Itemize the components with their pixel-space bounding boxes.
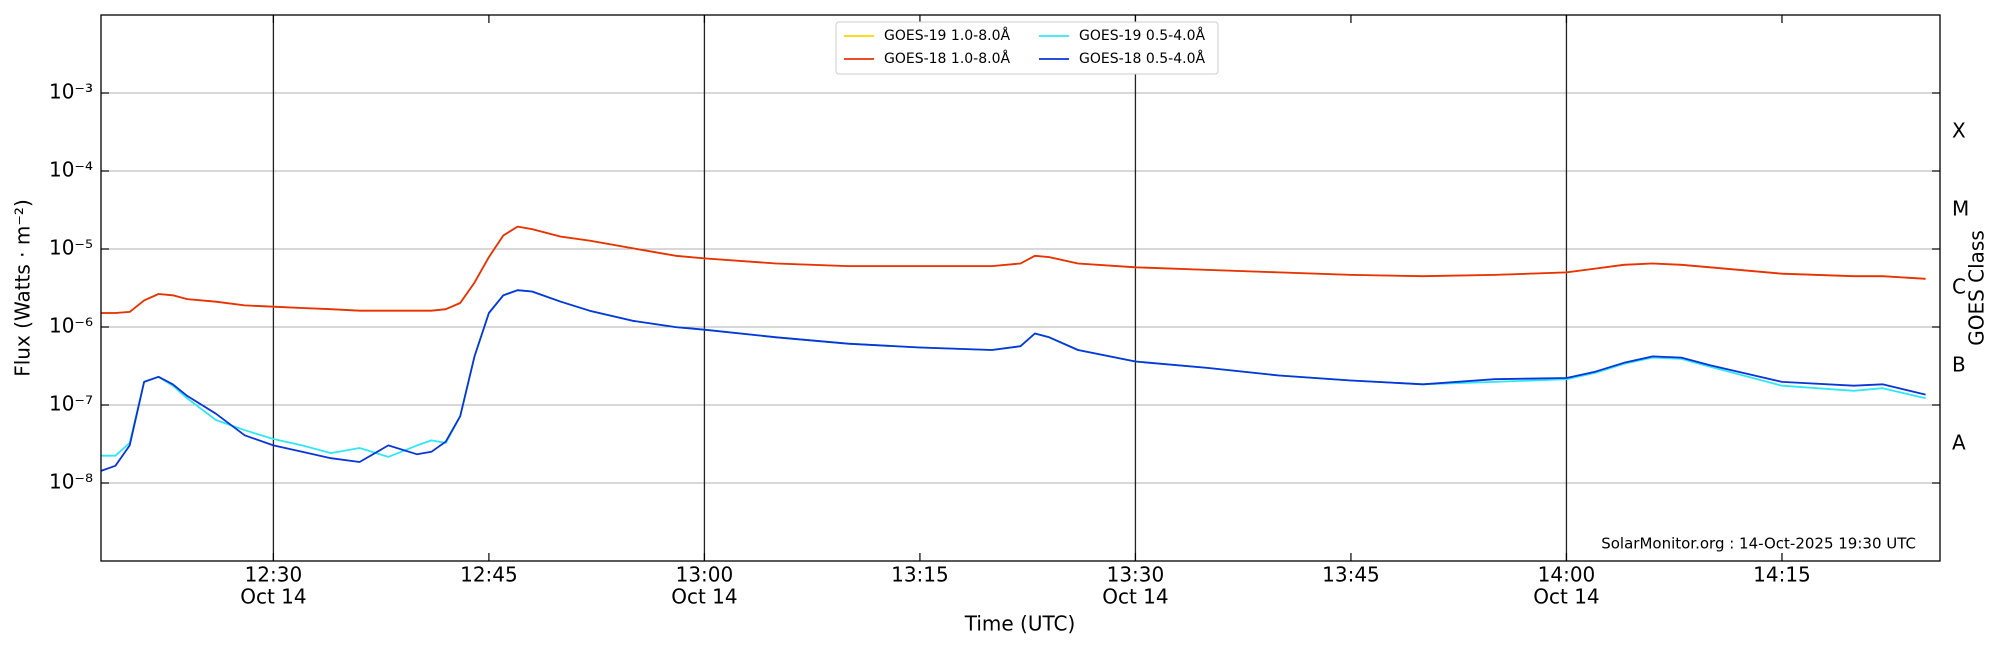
y2-axis-label: GOES Class xyxy=(1965,230,1989,346)
x-tick-label: 12:45 xyxy=(460,563,518,587)
legend-label: GOES-18 0.5-4.0Å xyxy=(1079,50,1205,67)
x-tick-date: Oct 14 xyxy=(1533,585,1599,609)
y-axis-label: Flux (Watts · m⁻²) xyxy=(11,199,35,377)
x-tick-label: 14:00 xyxy=(1538,563,1596,587)
x-tick-label: 14:15 xyxy=(1753,563,1811,587)
x-tick-date: Oct 14 xyxy=(240,585,306,609)
legend-label: GOES-19 1.0-8.0Å xyxy=(884,27,1010,44)
y2-tick-label: B xyxy=(1952,353,1966,377)
y-tick-label: 10⁻³ xyxy=(49,80,93,104)
x-tick-date: Oct 14 xyxy=(671,585,737,609)
x-tick-label: 13:00 xyxy=(676,563,734,587)
x-tick-label: 13:15 xyxy=(891,563,949,587)
annotation: SolarMonitor.org : 14-Oct-2025 19:30 UTC xyxy=(1601,535,1916,553)
legend-label: GOES-19 0.5-4.0Å xyxy=(1079,27,1205,44)
y-tick-label: 10⁻⁸ xyxy=(49,470,93,494)
y-tick-label: 10⁻⁷ xyxy=(49,392,93,416)
y-tick-label: 10⁻⁴ xyxy=(49,158,93,182)
y2-tick-label: M xyxy=(1952,197,1969,221)
x-tick-label: 12:30 xyxy=(245,563,303,587)
legend-box xyxy=(835,21,1219,75)
x-tick-label: 13:45 xyxy=(1322,563,1380,587)
y2-tick-label: C xyxy=(1952,275,1966,299)
x-axis-label: Time (UTC) xyxy=(964,612,1076,636)
series-line xyxy=(101,289,1926,458)
y2-tick-label: X xyxy=(1952,119,1966,143)
y2-tick-label: A xyxy=(1952,431,1966,455)
x-tick-date: Oct 14 xyxy=(1102,585,1168,609)
plot-frame xyxy=(100,14,1941,562)
x-tick-label: 13:30 xyxy=(1107,563,1165,587)
y-tick-label: 10⁻⁶ xyxy=(49,314,93,338)
legend-label: GOES-18 1.0-8.0Å xyxy=(884,50,1010,67)
series-line xyxy=(101,225,1926,314)
y-tick-label: 10⁻⁵ xyxy=(49,236,93,260)
series-line xyxy=(101,225,1926,314)
series-line xyxy=(100,289,1926,472)
